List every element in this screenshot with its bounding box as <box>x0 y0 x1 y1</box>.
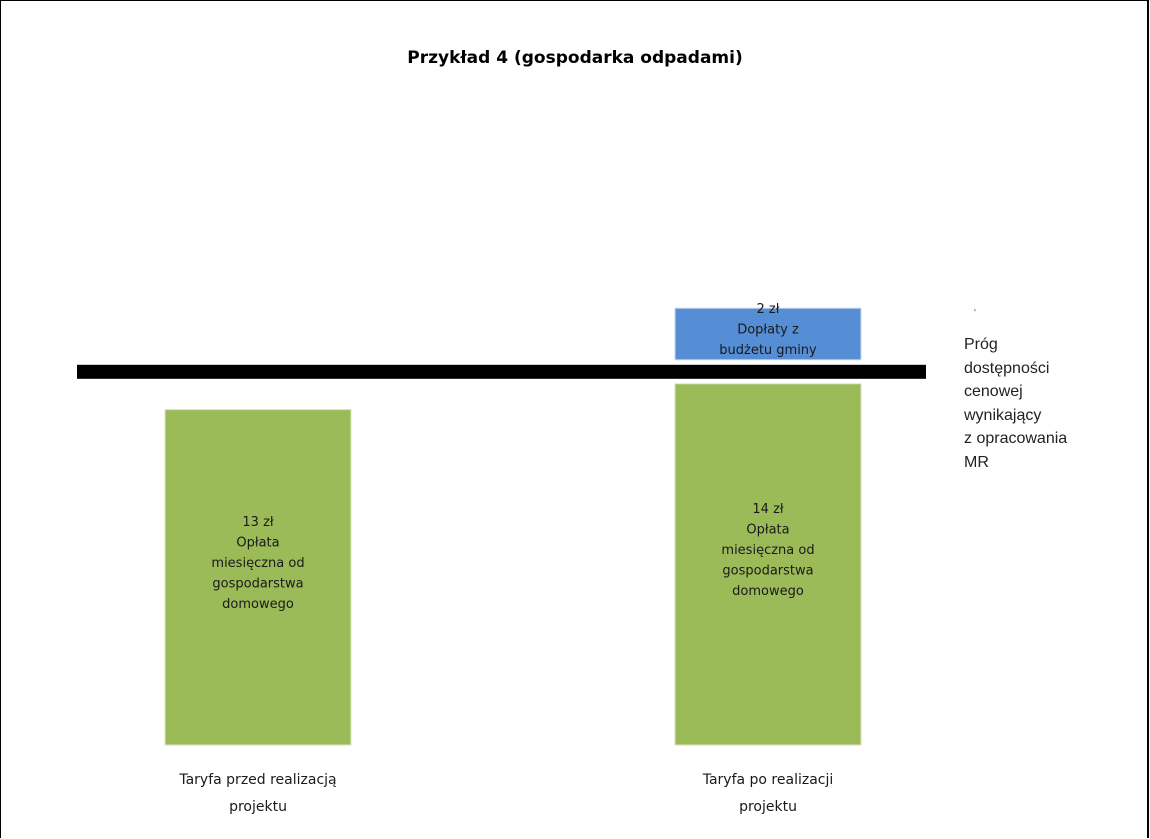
data-label: miesięczna od <box>211 556 304 571</box>
data-label: 2 zł <box>757 302 780 317</box>
threshold-line <box>77 364 926 379</box>
data-label: gospodarstwa <box>722 563 813 578</box>
bar-subsidy <box>674 307 862 361</box>
category-label: projektu <box>229 799 287 815</box>
category-label: projektu <box>739 799 797 815</box>
data-label: gospodarstwa <box>212 576 303 591</box>
data-label: domowego <box>222 597 294 612</box>
threshold-label-line: dostępności <box>964 359 1050 377</box>
data-label: 13 zł <box>242 515 273 530</box>
data-label: domowego <box>732 584 804 599</box>
threshold-label-line: cenowej <box>964 383 1023 400</box>
chart-title: Przykład 4 (gospodarka odpadami) <box>407 48 743 68</box>
data-label: miesięczna od <box>721 543 814 558</box>
category-label: Taryfa przed realizacją <box>178 772 336 788</box>
data-label: Opłata <box>746 522 789 537</box>
threshold-label-line: Próg <box>964 336 998 353</box>
category-label: Taryfa po realizacji <box>702 772 834 788</box>
data-label: Dopłaty z <box>737 323 799 338</box>
data-label: budżetu gminy <box>719 343 817 358</box>
bar-base-fee <box>674 383 862 746</box>
threshold-label-line: MR <box>964 453 989 471</box>
threshold-label: Próg dostępności cenowej wynikający z op… <box>964 333 1139 474</box>
data-label: Opłata <box>236 535 279 550</box>
threshold-label-line: z opracowania <box>964 430 1068 447</box>
threshold-label-line: wynikający <box>964 406 1042 424</box>
bar-base-fee <box>164 409 352 746</box>
data-label: 14 zł <box>752 502 783 517</box>
threshold-marker: ' <box>974 308 976 319</box>
